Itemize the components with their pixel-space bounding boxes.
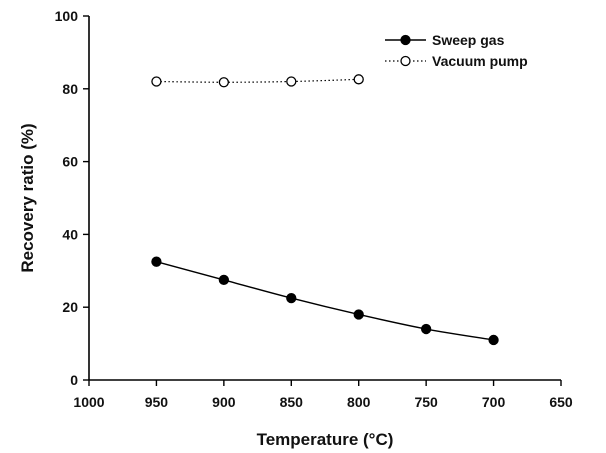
x-tick-label: 950 [145, 394, 169, 410]
series-line-vacuum-pump [156, 78, 359, 83]
legend-label: Vacuum pump [432, 53, 528, 69]
y-tick-label: 0 [70, 372, 78, 388]
vacuum-pump-point [218, 77, 230, 88]
x-axis-title: Temperature (°C) [257, 430, 394, 449]
vacuum-pump-point [353, 74, 364, 85]
x-tick-label: 900 [212, 394, 236, 410]
legend-marker [400, 55, 411, 67]
y-tick-label: 40 [62, 226, 78, 242]
sweep-gas-point [420, 323, 432, 335]
x-tick-label: 750 [414, 394, 438, 410]
x-tick-label: 800 [347, 394, 371, 410]
series-line-sweep-gas [156, 261, 494, 341]
plot-area: 1000 950 900 850 800 750 700 650 0 20 40 60 80 100 [55, 8, 573, 410]
legend-marker [400, 34, 411, 46]
y-ticks: 0 20 40 60 80 100 [55, 8, 89, 388]
vacuum-pump-point [286, 76, 297, 87]
y-tick-label: 60 [62, 154, 78, 170]
x-tick-label: 650 [549, 394, 573, 410]
x-tick-label: 700 [482, 394, 506, 410]
y-tick-label: 100 [55, 8, 79, 24]
vacuum-pump-point [151, 76, 162, 87]
series-lines [156, 78, 494, 341]
y-tick-label: 20 [62, 299, 78, 315]
legend-label: Sweep gas [432, 32, 505, 48]
sweep-gas-point [286, 292, 297, 304]
sweep-gas-point [151, 256, 162, 267]
x-tick-label: 1000 [73, 394, 104, 410]
y-axis-title: Recovery ratio (%) [18, 123, 37, 272]
x-ticks: 1000 950 900 850 800 750 700 650 [73, 380, 573, 410]
sweep-gas-point [488, 334, 499, 346]
sweep-gas-point [353, 309, 364, 320]
sweep-gas-point [218, 274, 230, 286]
x-tick-label: 850 [280, 394, 304, 410]
y-tick-label: 80 [62, 81, 78, 97]
series-points [151, 74, 499, 346]
legend: Sweep gas Vacuum pump [385, 32, 528, 69]
